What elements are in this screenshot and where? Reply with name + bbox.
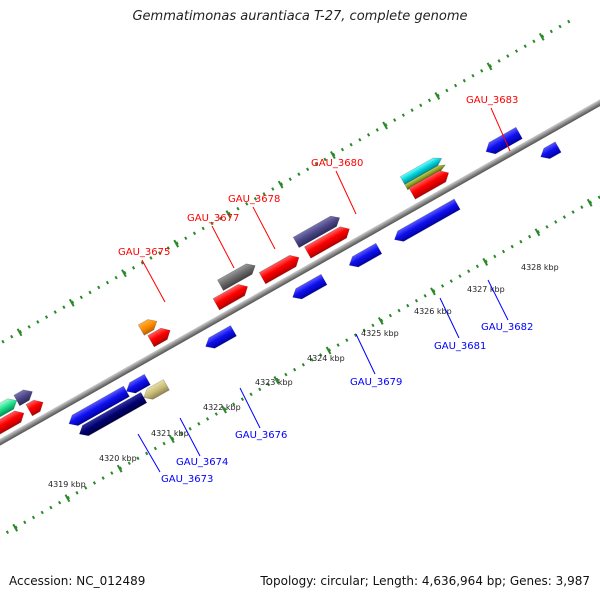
gene-feature bbox=[143, 379, 170, 400]
reverse-gene-label: GAU_3673 bbox=[161, 474, 213, 485]
map-title: Gemmatimonas aurantiaca T-27, complete g… bbox=[132, 9, 468, 24]
kbp-tick-label: 4321 kbp bbox=[151, 429, 189, 438]
gene-leader-line bbox=[355, 333, 376, 375]
track-tick bbox=[225, 210, 232, 219]
kbp-tick-label: 4323 kbp bbox=[255, 378, 293, 387]
track-tick bbox=[169, 435, 175, 444]
track-tick bbox=[121, 269, 127, 278]
gene-feature bbox=[0, 398, 18, 438]
track-tick bbox=[486, 62, 493, 71]
track-tick bbox=[382, 121, 388, 130]
forward-gene-label: GAU_3678 bbox=[228, 194, 280, 205]
reverse-gene-label: GAU_3676 bbox=[235, 430, 287, 441]
forward-gene-label: GAU_3680 bbox=[311, 158, 363, 169]
forward-gene-label: GAU_3683 bbox=[466, 95, 518, 106]
track-tick bbox=[277, 180, 284, 189]
track-tick bbox=[173, 239, 180, 248]
track-tick bbox=[434, 91, 441, 100]
gene-feature bbox=[147, 327, 171, 348]
gene-leader-line bbox=[487, 279, 509, 321]
reverse-gene-label: GAU_3679 bbox=[350, 377, 402, 388]
track-tick bbox=[586, 198, 593, 207]
track-tick bbox=[330, 151, 336, 159]
gene-feature bbox=[304, 226, 350, 259]
gene-feature bbox=[25, 399, 44, 417]
reverse-gene-label: GAU_3674 bbox=[176, 457, 228, 468]
track-tick bbox=[325, 346, 332, 355]
gene-feature bbox=[258, 254, 300, 285]
reverse-gene-label: GAU_3681 bbox=[434, 341, 486, 352]
gene-leader-line bbox=[179, 417, 201, 457]
track-tick bbox=[16, 328, 23, 337]
gene-feature bbox=[292, 273, 328, 300]
gene-feature bbox=[292, 215, 341, 249]
gene-feature bbox=[394, 198, 461, 242]
gene-leader-line bbox=[439, 297, 460, 339]
track-tick bbox=[116, 464, 123, 473]
gene-feature bbox=[217, 263, 256, 291]
gene-leader-line bbox=[252, 206, 276, 250]
kbp-tick-label: 4320 kbp bbox=[99, 454, 137, 463]
track-tick bbox=[68, 298, 75, 307]
track-tick bbox=[377, 316, 384, 325]
track-tick bbox=[538, 32, 545, 41]
kbp-tick-label: 4325 kbp bbox=[361, 329, 399, 338]
track-tick bbox=[64, 494, 71, 503]
track-tick bbox=[12, 523, 19, 532]
gene-feature bbox=[13, 389, 33, 407]
track-tick bbox=[534, 228, 541, 237]
gene-leader-line bbox=[335, 170, 357, 215]
reverse-gene-label: GAU_3682 bbox=[481, 322, 533, 333]
gene-feature bbox=[137, 319, 158, 336]
gene-feature bbox=[68, 385, 130, 426]
track-tick bbox=[482, 257, 489, 266]
gene-leader-line bbox=[211, 225, 235, 269]
track-tick bbox=[221, 405, 227, 414]
inner-dotted-track bbox=[0, 162, 600, 539]
track-tick bbox=[273, 376, 280, 384]
gene-feature bbox=[126, 373, 151, 394]
kbp-tick-label: 4326 kbp bbox=[414, 307, 452, 316]
gene-leader-line bbox=[239, 387, 261, 429]
kbp-tick-label: 4319 kbp bbox=[48, 480, 86, 489]
gene-leader-line bbox=[490, 107, 511, 152]
gene-feature bbox=[348, 242, 383, 268]
kbp-tick-label: 4322 kbp bbox=[203, 403, 241, 412]
kbp-tick-label: 4327 kbp bbox=[467, 285, 505, 294]
gene-feature bbox=[78, 391, 148, 437]
gene-leader-line bbox=[137, 433, 161, 473]
track-tick bbox=[430, 287, 436, 296]
gene-feature bbox=[212, 284, 248, 311]
gene-feature bbox=[408, 170, 450, 200]
gene-feature bbox=[404, 164, 446, 191]
gene-feature bbox=[540, 141, 562, 159]
kbp-tick-label: 4324 kbp bbox=[307, 354, 345, 363]
accession-text: Accession: NC_012489 bbox=[9, 574, 146, 588]
genome-summary: Topology: circular; Length: 4,636,964 bp… bbox=[260, 574, 590, 588]
gene-feature bbox=[399, 157, 443, 185]
forward-gene-label: GAU_3677 bbox=[187, 213, 239, 224]
gene-leader-line bbox=[141, 259, 166, 303]
outer-dotted-track bbox=[0, 15, 578, 393]
gene-feature bbox=[485, 126, 523, 155]
forward-gene-label: GAU_3675 bbox=[118, 247, 170, 258]
gene-feature bbox=[205, 325, 237, 349]
kbp-tick-label: 4328 kbp bbox=[521, 263, 559, 272]
genome-backbone bbox=[0, 89, 600, 469]
gene-feature bbox=[0, 410, 25, 451]
